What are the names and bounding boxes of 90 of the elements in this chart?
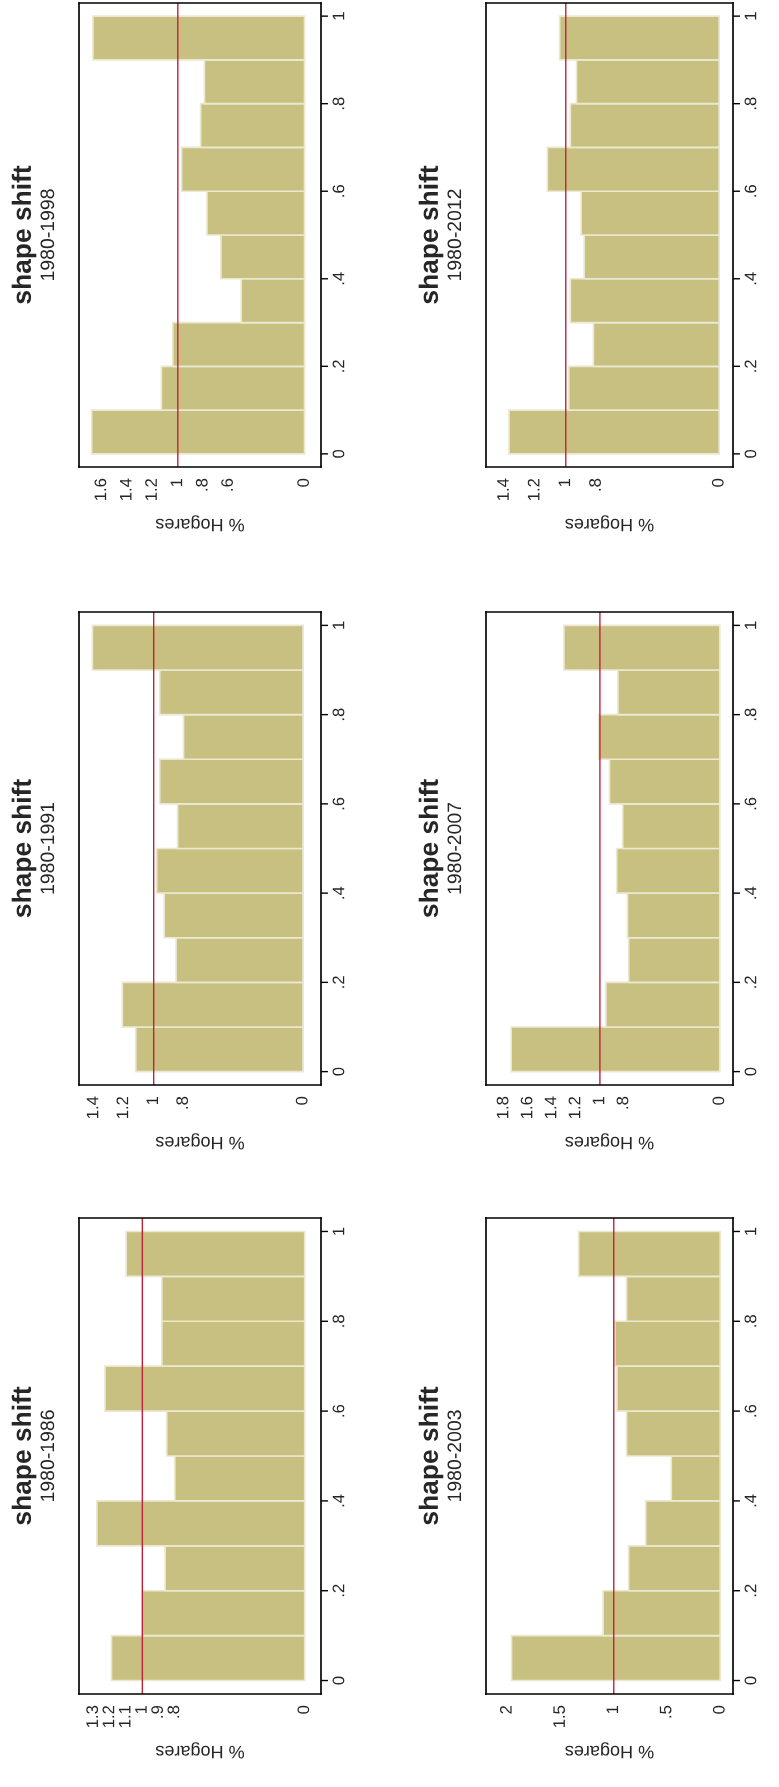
x-tick-label: .6 <box>221 478 233 491</box>
x-axis-title: % Hogares <box>155 515 245 532</box>
y-tick-label: .2 <box>744 976 757 988</box>
y-tick-label: 0 <box>744 1067 757 1076</box>
y-tick-label: .2 <box>332 1584 345 1597</box>
y-tick-label: 1 <box>332 1227 345 1235</box>
x-axis-title: % Hogares <box>565 1133 654 1150</box>
y-tick-label: .6 <box>744 185 757 197</box>
x-tick-label: 1.4 <box>497 478 509 501</box>
x-tick-label: 1.6 <box>94 478 107 501</box>
x-tick-label: 1.3 <box>86 1705 99 1728</box>
x-axis-title: % Hogares <box>565 1742 654 1759</box>
y-tick-label: 1 <box>744 1227 757 1235</box>
y-tick-label: .8 <box>744 97 757 110</box>
y-tick-label: .6 <box>332 797 345 810</box>
x-axis-title: % Hogares <box>565 515 654 532</box>
y-tick-label: .6 <box>332 185 345 197</box>
text: shape shift <box>11 1386 37 1525</box>
x-tick-label: 1 <box>135 1705 147 1714</box>
x-tick-label: 1.4 <box>119 478 132 501</box>
y-tick-label: 0 <box>332 449 345 458</box>
y-tick-label: .8 <box>744 708 757 721</box>
x-tick-label: 1.6 <box>520 1096 533 1119</box>
x-tick-label: 1.5 <box>553 1705 565 1728</box>
x-tick-label: 1.1 <box>118 1705 131 1728</box>
x-tick-label: 1 <box>146 1096 158 1105</box>
text: 1980-1991 <box>40 802 55 894</box>
text: 1980-2007 <box>447 802 462 894</box>
y-tick-label: .2 <box>744 1584 757 1597</box>
x-tick-label: .8 <box>589 478 601 491</box>
x-tick-label: 1 <box>606 1705 619 1714</box>
text: shape shift <box>11 779 37 918</box>
y-tick-label: .4 <box>332 272 345 285</box>
y-tick-label: .4 <box>332 1494 345 1507</box>
y-tick-label: 1 <box>332 12 345 20</box>
x-tick-label: .8 <box>195 478 208 491</box>
x-tick-label: .8 <box>167 1705 180 1718</box>
y-tick-label: 0 <box>744 449 757 458</box>
x-tick-label: 1 <box>592 1096 605 1105</box>
text: 1980-1998 <box>40 189 55 281</box>
y-tick-label: .4 <box>744 1494 757 1507</box>
x-tick-label: 1.4 <box>544 1096 557 1119</box>
y-tick-label: .8 <box>332 1315 345 1327</box>
y-tick-label: .2 <box>332 360 345 372</box>
y-tick-label: .4 <box>744 886 757 899</box>
x-tick-label: 1.2 <box>116 1096 129 1119</box>
x-tick-label: 1.2 <box>102 1705 115 1728</box>
x-tick-label: 0 <box>297 1705 310 1714</box>
x-tick-label: 1.4 <box>86 1096 99 1119</box>
y-tick-label: .6 <box>744 797 757 810</box>
x-tick-label: 1.2 <box>145 478 157 501</box>
y-tick-label: .2 <box>332 976 345 988</box>
y-tick-label: .6 <box>332 1404 345 1417</box>
y-tick-label: .8 <box>332 708 345 721</box>
text: shape shift <box>418 779 444 918</box>
x-tick-label: 1.2 <box>568 1096 581 1119</box>
x-tick-label: 0 <box>712 1096 725 1105</box>
y-tick-label: 0 <box>332 1067 345 1076</box>
x-tick-label: 2 <box>499 1705 512 1714</box>
y-tick-label: .6 <box>744 1404 757 1417</box>
text: shape shift <box>418 1386 444 1525</box>
x-tick-label: 0 <box>297 478 309 487</box>
y-tick-label: .4 <box>332 886 345 899</box>
text: shape shift <box>418 165 444 304</box>
y-tick-label: 1 <box>744 12 757 20</box>
x-tick-label: 1 <box>558 478 571 487</box>
y-tick-label: 0 <box>332 1676 345 1685</box>
x-tick-label: .8 <box>176 1096 189 1109</box>
x-tick-label: 1.8 <box>496 1096 509 1119</box>
y-tick-label: .8 <box>332 97 345 110</box>
y-tick-label: 1 <box>744 621 757 629</box>
x-axis-title: % Hogares <box>155 1742 245 1759</box>
x-axis-title: % Hogares <box>155 1133 245 1150</box>
x-tick-label: .8 <box>616 1096 629 1109</box>
text: 1980-2003 <box>447 1410 462 1502</box>
text: shape shift <box>11 165 37 304</box>
y-tick-label: 0 <box>744 1676 757 1685</box>
y-tick-label: .4 <box>744 272 757 285</box>
x-tick-label: 0 <box>711 478 724 487</box>
x-tick-label: 0 <box>295 1096 308 1105</box>
text: 1980-2012 <box>447 189 462 281</box>
x-tick-label: 0 <box>712 1705 725 1714</box>
text: 1980-1986 <box>40 1410 55 1502</box>
x-tick-label: 1.2 <box>527 478 540 501</box>
x-tick-label: .5 <box>659 1705 672 1718</box>
x-tick-label: .9 <box>151 1705 164 1718</box>
x-tick-label: 1 <box>170 478 183 487</box>
y-tick-label: 1 <box>332 621 345 629</box>
y-tick-label: .8 <box>744 1315 757 1327</box>
y-tick-label: .2 <box>744 360 757 372</box>
